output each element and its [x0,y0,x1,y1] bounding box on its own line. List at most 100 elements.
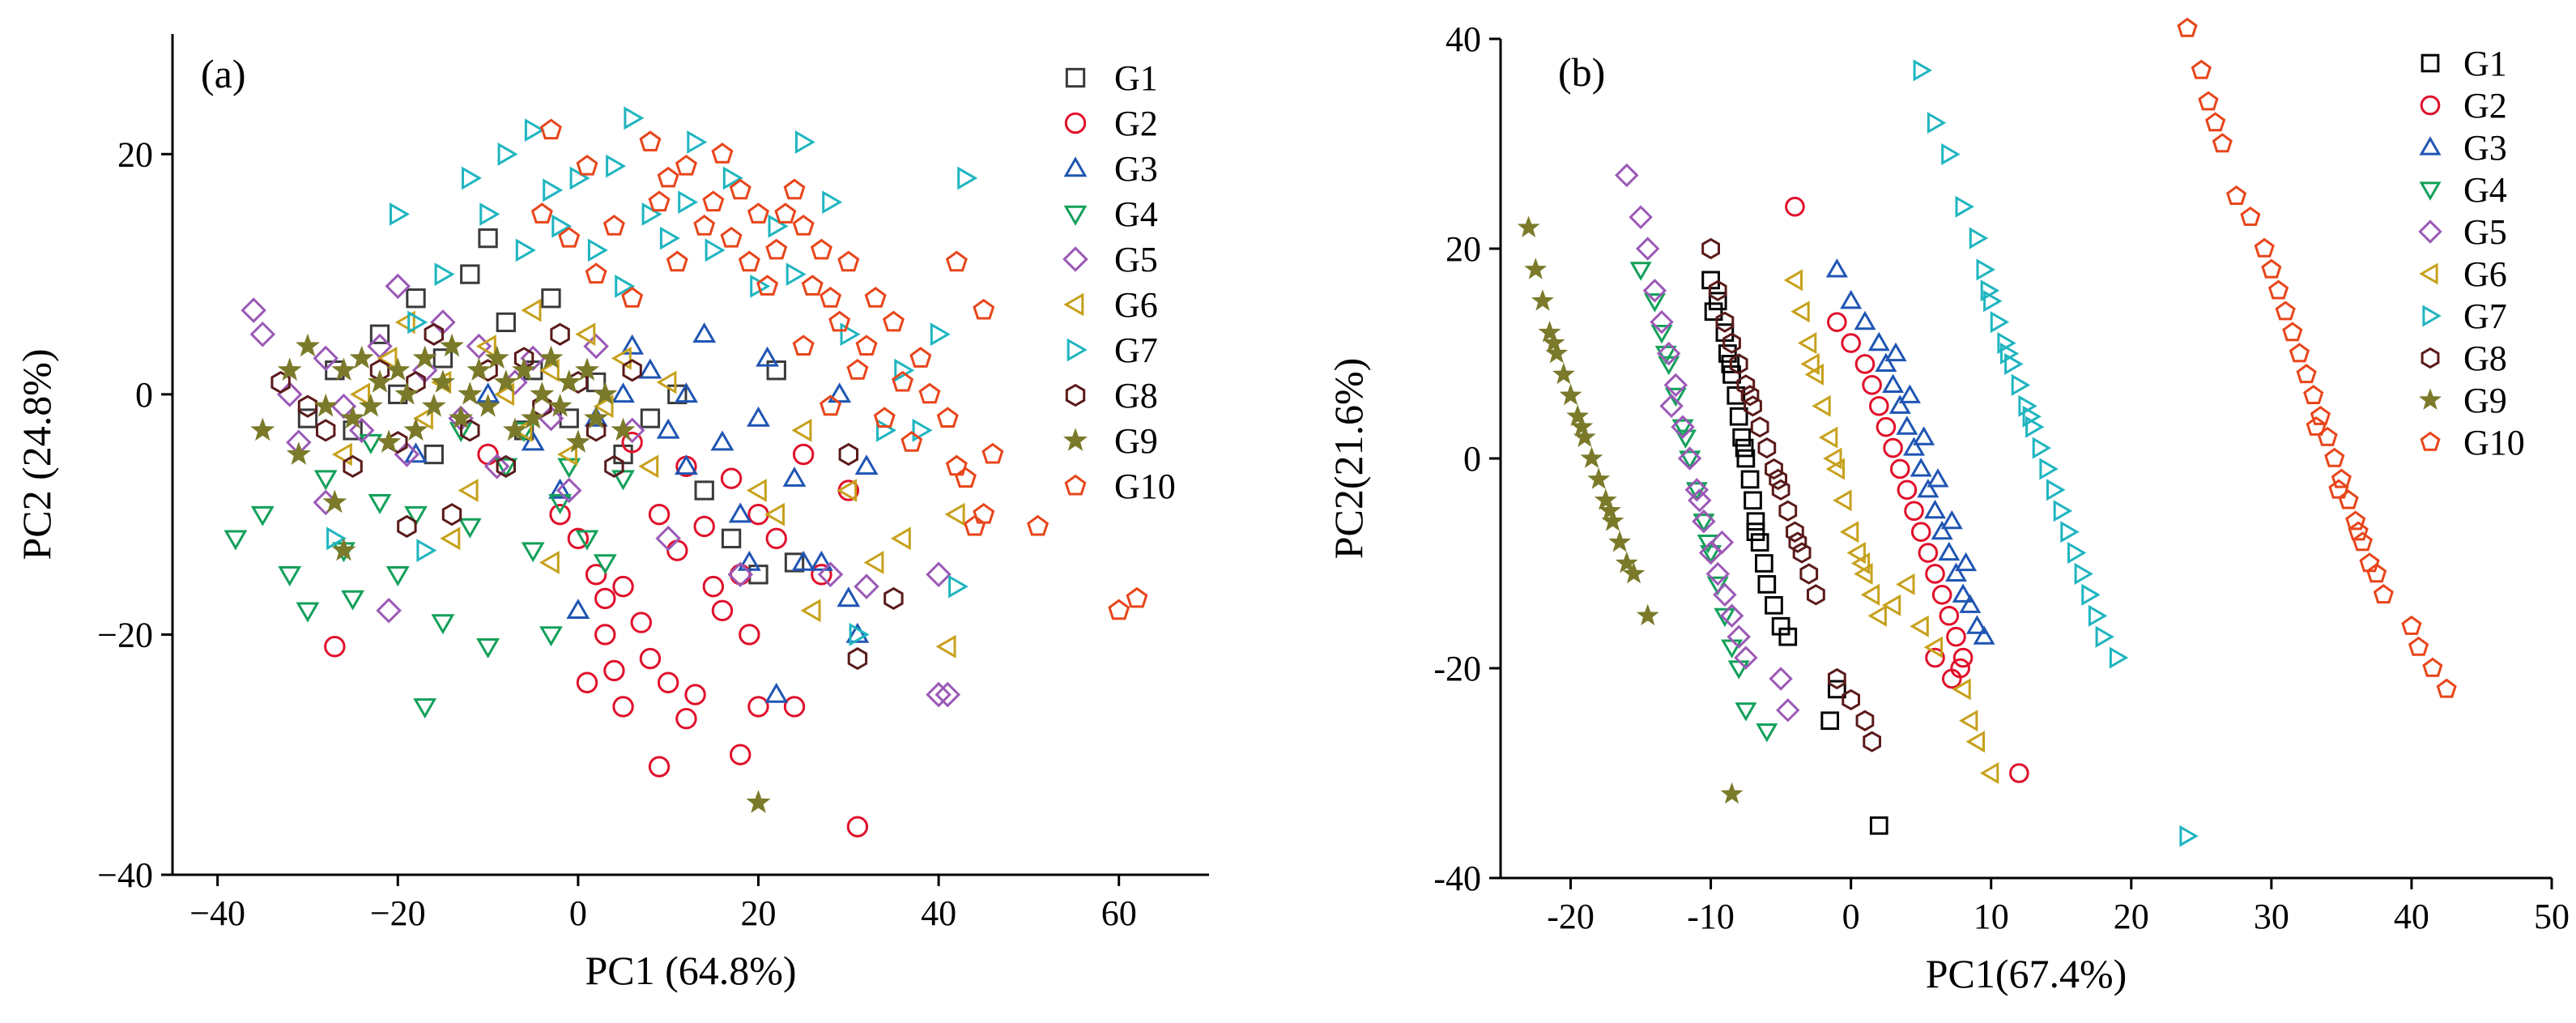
data-point-g10 [2198,91,2219,111]
data-point-g2 [811,564,832,586]
data-point-g9 [1636,603,1659,626]
y-tick-label: 20 [117,134,153,174]
data-point-g10 [873,407,896,428]
data-point-g2 [612,575,634,598]
data-point-g4 [359,433,383,454]
data-point-g7 [1999,343,2020,364]
data-point-g10 [2366,563,2387,583]
data-point-g5 [1692,509,1716,534]
data-point-g4 [1692,514,1715,533]
data-point-g2 [675,708,697,730]
legend-marker-g2 [2420,95,2441,116]
data-point-g9 [385,357,411,381]
data-point-g9 [1538,320,1561,343]
y-tick-label: 0 [135,375,153,415]
data-point-g6 [944,502,965,526]
data-point-g9 [322,489,347,514]
data-point-g9 [340,405,365,429]
data-point-g6 [800,599,821,623]
data-point-g2 [612,696,634,718]
data-point-g5 [1677,446,1702,471]
data-point-g10 [820,287,842,308]
data-point-g7 [768,214,789,238]
data-point-g6 [1833,489,1852,512]
data-point-g7 [2109,646,2129,669]
data-point-g2 [477,443,499,466]
data-point-g10 [530,202,553,224]
data-point-g10 [756,275,779,296]
data-point-g9 [484,345,509,369]
data-point-g10 [2296,364,2317,384]
pca-panel-a: −40 −20 0 20 40 60 −40 −20 0 20 PC1 (64.8%) PC2 (24… [14,34,1209,993]
data-point-g4 [1674,429,1697,449]
x-tick-label: 30 [2254,897,2289,936]
x-tick-label: 20 [2114,897,2149,936]
data-point-g10 [2177,17,2198,37]
data-point-g6 [1867,604,1887,627]
data-point-g2 [657,671,679,693]
y-tick-label: −20 [97,615,153,654]
data-point-g2 [747,696,769,718]
data-point-g9 [1720,782,1744,804]
data-point-g2 [603,659,625,682]
data-point-g9 [503,417,528,441]
data-point-g9 [412,345,437,369]
data-point-g9 [421,393,446,417]
legend-label-g5: G5 [1114,240,1158,279]
legend-marker-g8 [2421,347,2440,369]
data-point-g7 [434,262,455,286]
data-point-g7 [1990,311,2010,334]
data-point-g10 [792,335,815,356]
data-point-g8 [460,419,480,442]
data-point-g9 [367,369,393,393]
legend-marker-g6 [1063,292,1084,317]
data-point-g7 [551,214,573,238]
data-point-g7 [2060,521,2080,543]
data-point-g10 [2261,258,2282,279]
data-point-g3 [692,322,717,343]
data-point-g10 [666,250,688,272]
data-point-g2 [594,624,616,646]
panel-label: (b) [1558,49,1605,95]
data-point-g4 [224,530,248,551]
data-point-g9 [286,441,311,465]
data-point-g10 [837,250,860,272]
data-point-g3 [1884,342,1907,362]
data-point-g10 [945,454,968,476]
data-point-g6 [1923,636,1944,659]
data-point-g2 [739,624,760,646]
data-point-g8 [496,454,516,478]
data-point-g3 [1938,541,1961,561]
data-point-g7 [1969,227,1989,249]
legend-marker-g5 [2418,220,2442,244]
x-axis-label: PC1(67.4%) [1926,951,2127,996]
data-point-g5 [1705,561,1731,586]
series-g2 [1785,196,2029,783]
data-point-g8 [1708,279,1727,301]
data-point-g7 [822,190,843,214]
data-point-g10 [2324,447,2345,467]
data-point-g3 [1940,509,1963,530]
data-point-g4 [296,602,320,623]
data-point-g2 [765,527,787,549]
data-point-g9 [1570,415,1594,437]
data-point-g6 [350,382,370,407]
data-point-g2 [720,467,743,489]
data-point-g10 [648,190,671,212]
data-point-g1 [1744,491,1762,510]
data-point-g4 [313,470,338,491]
x-tick-label: 0 [569,893,587,933]
data-point-g10 [2205,112,2226,132]
data-point-g5 [727,561,754,588]
legend-marker-g6 [2419,262,2438,285]
data-point-g4 [521,542,545,563]
data-point-g8 [1778,500,1798,522]
data-point-g10 [2422,657,2443,677]
data-point-g3 [764,682,789,703]
data-point-g10 [2267,279,2289,300]
data-point-g8 [1750,416,1769,438]
data-point-g10 [981,442,1004,464]
data-point-g2 [1889,458,1910,480]
data-point-g6 [1860,583,1880,606]
data-point-g2 [783,696,806,718]
